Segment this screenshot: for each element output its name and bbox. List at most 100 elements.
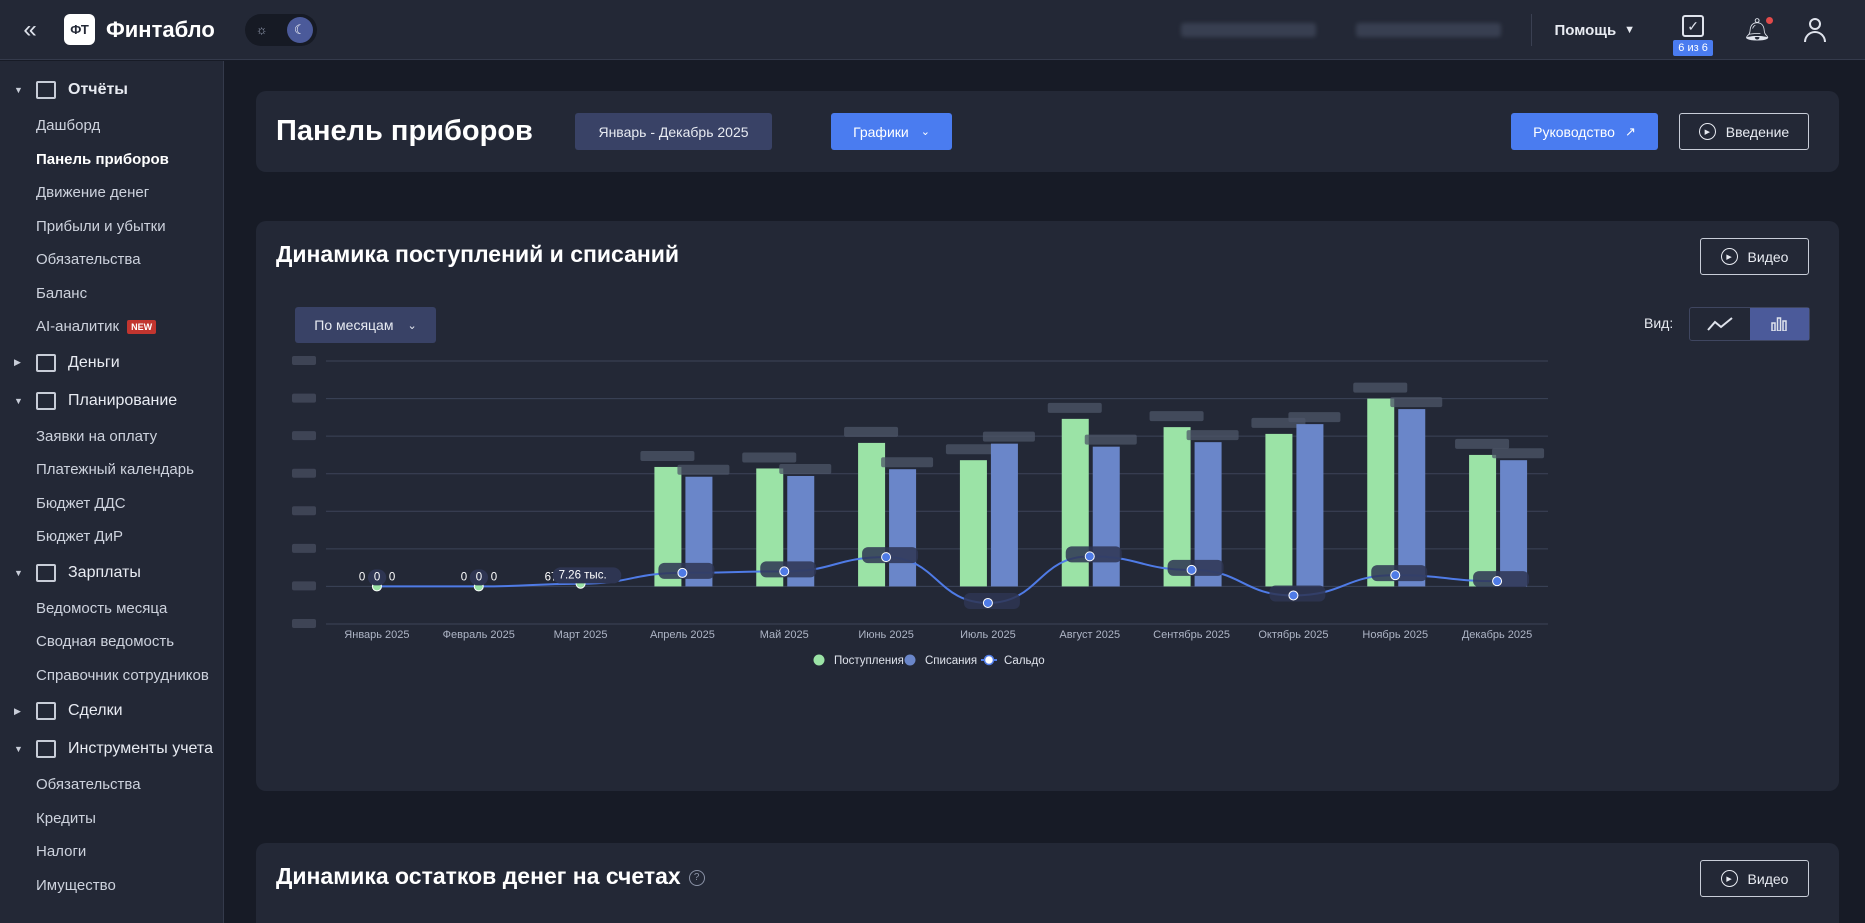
redacted-y-tick [292, 431, 316, 441]
section-label: Сделки [68, 702, 123, 719]
sidebar-item-summary-sheet[interactable]: Сводная ведомость [36, 633, 175, 651]
sidebar-item-cash-flow[interactable]: Движение денег [36, 184, 150, 202]
chart-card-title: Динамика поступлений и списаний [276, 241, 680, 267]
question-icon[interactable]: ? [688, 869, 705, 886]
sidebar-item-balance[interactable]: Баланс [36, 284, 88, 302]
sidebar-item-taxes[interactable]: Налоги [36, 843, 87, 861]
redacted-y-tick [292, 543, 316, 553]
group-by-dropdown[interactable]: По месяцам ⌄ [295, 307, 436, 343]
bar-income [858, 442, 886, 587]
sidebar-item-label: AI-аналитик [36, 318, 120, 336]
logo[interactable]: ФТ Финтабло [64, 14, 215, 45]
redacted-y-tick [292, 468, 316, 478]
collapsed-arrow-icon: ▶ [14, 705, 21, 716]
x-tick-label: Март 2025 [554, 629, 608, 641]
bar-income [959, 460, 987, 587]
sidebar-item-control-panel[interactable]: Панель приборов [36, 150, 169, 168]
divider [1531, 14, 1533, 46]
x-tick-label: Ноябрь 2025 [1362, 629, 1428, 641]
saldo-point [779, 566, 790, 577]
sidebar-item-budget-dds[interactable]: Бюджет ДДС [36, 494, 126, 512]
group-by-label: По месяцам [314, 317, 394, 333]
moon-icon[interactable]: ☾ [286, 16, 313, 43]
sidebar-item-payment-calendar[interactable]: Платежный календарь [36, 461, 194, 479]
redacted-data-label [1353, 382, 1408, 393]
data-label: 0 [476, 571, 482, 583]
graphs-dropdown[interactable]: Графики ⌄ [831, 113, 952, 150]
tasks-button[interactable]: ✓ 6 из 6 [1673, 0, 1713, 60]
main-content: Панель приборов Январь - Декабрь 2025 Гр… [225, 61, 1865, 923]
sidebar-item-pnl[interactable]: Прибыли и убытки [36, 217, 166, 235]
sidebar-item-ai-analyst[interactable]: AI-аналитик NEW [0, 310, 223, 344]
view-label: Вид: [1644, 315, 1674, 331]
redacted-y-tick [292, 393, 316, 403]
sidebar-section-planning[interactable]: ▼ Планирование [0, 382, 223, 420]
sidebar-item-dashboard[interactable]: Дашборд [36, 117, 101, 135]
x-tick-label: Апрель 2025 [650, 629, 715, 641]
saldo-point [982, 597, 993, 608]
redacted-y-tick [292, 619, 316, 628]
page-title: Панель приборов [276, 115, 533, 147]
sidebar-section-reports[interactable]: ▼ Отчёты [0, 71, 223, 109]
x-tick-label: Октябрь 2025 [1258, 629, 1328, 641]
x-tick-label: Июнь 2025 [858, 629, 914, 641]
sidebar-section-salaries[interactable]: ▼ Зарплаты [0, 554, 223, 592]
sidebar-item-budget-dir[interactable]: Бюджет ДиР [36, 528, 123, 546]
redacted-data-label [982, 431, 1035, 442]
section-label: Планирование [68, 391, 178, 409]
video-button[interactable]: ▶ Видео [1700, 860, 1809, 897]
redacted-data-label [1492, 448, 1545, 459]
header-card: Панель приборов Январь - Декабрь 2025 Гр… [256, 91, 1839, 172]
x-tick-label: Февраль 2025 [443, 629, 515, 641]
bar-chart-icon[interactable] [1749, 308, 1809, 340]
x-tick-label: Сентябрь 2025 [1153, 629, 1230, 641]
theme-toggle[interactable]: ☼ ☾ [244, 13, 317, 46]
balances-title-text: Динамика остатков денег на счетах [276, 863, 681, 889]
chevron-down-icon: ⌄ [407, 319, 417, 332]
bell-icon[interactable]: 🔔︎ [1743, 17, 1773, 42]
redacted-account [1356, 23, 1502, 37]
redacted-company [1181, 23, 1317, 37]
line-chart-icon[interactable] [1690, 308, 1750, 340]
video-label: Видео [1747, 248, 1789, 265]
sidebar-item-employees[interactable]: Справочник сотрудников [36, 666, 209, 684]
top-right-controls: Помощь ▼ ✓ 6 из 6 🔔︎ [1181, 0, 1865, 60]
balances-card: Динамика остатков денег на счетах? ▶ Вид… [256, 843, 1839, 923]
period-selector[interactable]: Январь - Декабрь 2025 [575, 113, 772, 150]
guide-button[interactable]: Руководство ↗ [1511, 113, 1658, 150]
sidebar-item-obligations[interactable]: Обязательства [36, 776, 141, 794]
tasks-badge: 6 из 6 [1673, 40, 1713, 56]
help-menu[interactable]: Помощь ▼ [1554, 22, 1635, 39]
data-label: 0 [359, 571, 365, 583]
saldo-point [881, 552, 892, 563]
redacted-data-label [1455, 438, 1510, 449]
sidebar-item-liabilities[interactable]: Обязательства [36, 251, 141, 269]
view-toggle[interactable] [1689, 307, 1810, 341]
video-button[interactable]: ▶ Видео [1700, 238, 1809, 275]
play-icon: ▶ [1698, 123, 1716, 140]
intro-button[interactable]: ▶ Введение [1679, 113, 1809, 150]
help-label: Помощь [1554, 21, 1617, 39]
collapse-sidebar-icon[interactable]: « [23, 15, 37, 43]
sidebar-item-monthly-sheet[interactable]: Ведомость месяца [36, 599, 168, 617]
briefcase-icon [36, 702, 56, 720]
user-icon[interactable] [1801, 16, 1829, 44]
reports-icon [36, 81, 56, 99]
x-tick-label: Август 2025 [1059, 629, 1120, 641]
data-label: 7.26 тыс. [559, 569, 607, 581]
legend-marker [904, 654, 916, 666]
legend-expense: Списания [925, 655, 977, 667]
sidebar-item-payment-requests[interactable]: Заявки на оплату [36, 427, 158, 445]
bar-expense [1500, 460, 1528, 587]
redacted-data-label [640, 450, 695, 461]
bar-expense [1398, 409, 1426, 587]
sidebar-section-tools[interactable]: ▼ Инструменты учета [0, 730, 223, 768]
sidebar-section-money[interactable]: ▶ Деньги [0, 344, 223, 382]
sidebar-section-deals[interactable]: ▶ Сделки [0, 692, 223, 730]
bar-expense [1092, 446, 1120, 587]
expanded-arrow-icon: ▼ [14, 85, 23, 95]
sidebar-item-property[interactable]: Имущество [36, 876, 116, 894]
sidebar-item-credits[interactable]: Кредиты [36, 809, 96, 827]
sun-icon[interactable]: ☼ [255, 22, 268, 37]
data-label-bg [552, 567, 622, 584]
